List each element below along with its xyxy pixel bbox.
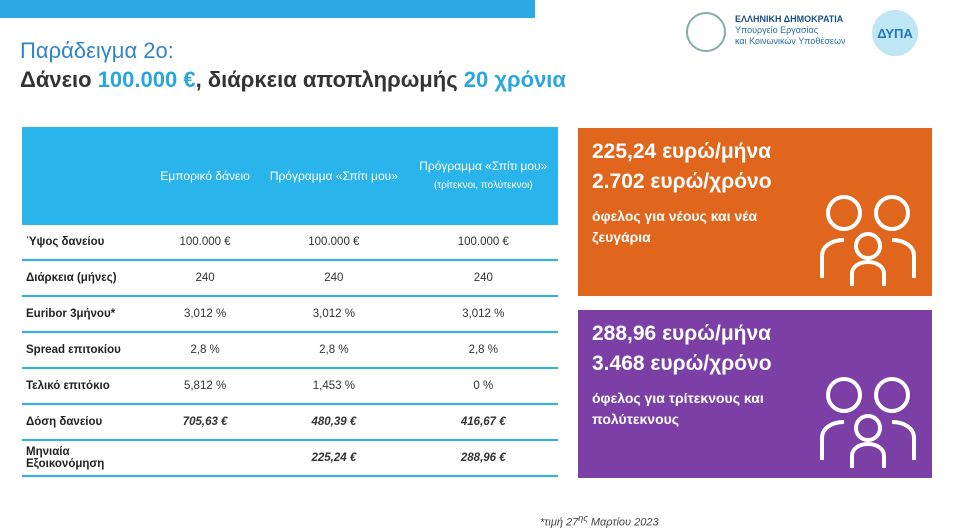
row-label: Spread επιτοκίου [22, 332, 151, 369]
family-icon [820, 377, 916, 468]
emblem [686, 12, 726, 52]
ministry-logo: ΕΛΛΗΝΙΚΗ ΔΗΜΟΚΡΑΤΙΑ Υπουργείο Εργασίας κ… [735, 14, 845, 47]
subtitle: Δάνειο 100.000 €, διάρκεια αποπληρωμής 2… [20, 67, 566, 93]
cell: 2,8 % [259, 332, 409, 369]
loan-table: Εμπορικό δάνειο Πρόγραμμα «Σπίτι μου» Πρόγ… [22, 127, 558, 477]
cell: 100.000 € [408, 225, 558, 261]
column-header: Πρόγραμμα «Σπίτι μου» [259, 127, 409, 225]
box-benefit: όφελος για νέους και νέα ζευγάρια [592, 208, 758, 245]
row-label: Δόση δανείου [22, 404, 151, 441]
footnote-text: Μαρτίου 2023 [587, 516, 659, 529]
column-title: Εμπορικό δάνειο [160, 169, 250, 183]
cell: 288,96 € [408, 440, 558, 477]
column-title: Πρόγραμμα «Σπίτι μου» [419, 159, 548, 173]
footnote-text: *τιμή 27 [540, 516, 579, 529]
row: Euribor 3μήνου* 3,012 % 3,012 % 3,012 % [22, 296, 558, 333]
row-label: Euribor 3μήνου* [22, 296, 151, 333]
family-icon [820, 195, 916, 286]
cell: 705,63 € [151, 404, 260, 441]
column-header: Εμπορικό δάνειο [151, 127, 260, 225]
row: Ύψος δανείου 100.000 €100.000 €100.000 € [22, 225, 558, 261]
box-monthly: 288,96 ευρώ/μήνα [592, 322, 772, 345]
cell: 2,8 % [408, 332, 558, 369]
footnote-sup: ης [578, 513, 588, 523]
cell: 3,012 % [151, 296, 260, 333]
agency-logo: ΔΥΠΑ [872, 10, 918, 56]
cell: 3,012 % [408, 296, 558, 333]
subtitle-part: , διάρκεια αποπληρωμής [195, 67, 464, 92]
cell: 480,39 € [259, 404, 409, 441]
row: Διάρκεια (μήνες) 240 240 240 [22, 260, 558, 297]
row-label: Τελικό επιτόκιο [22, 368, 151, 405]
cell: 416,67 € [408, 404, 558, 441]
country: ΕΛΛΗΝΙΚΗ ΔΗΜΟΚΡΑΤΙΑ [735, 14, 844, 24]
cell: 100.000 € [259, 225, 409, 261]
cell: 240 [408, 260, 558, 297]
box-yearly: 3.468 ευρώ/χρόνο [592, 352, 772, 375]
subtitle-part: Δάνειο [20, 67, 98, 92]
row: Μηνιαία Εξοικονόμηση 225,24 €288,96 € [22, 440, 558, 477]
box-monthly: 225,24 ευρώ/μήνα [592, 140, 772, 163]
subtitle-part: 20 χρόνια [463, 67, 566, 92]
box-benefit: όφελος για τρίτεκνους και πολύτεκνους [592, 390, 764, 427]
cell: 240 [151, 260, 260, 297]
column-note: (τρίτεκνοι, πολύτεκνοι) [433, 180, 533, 191]
cell: 2,8 % [151, 332, 260, 369]
row-label: Ύψος δανείου [22, 225, 151, 261]
row-label: Μηνιαία Εξοικονόμηση [22, 440, 151, 477]
row: Τελικό επιτόκιο 5,812 % 1,453 % 0 % [22, 368, 558, 405]
title: Παράδειγμα 2ο: [20, 38, 174, 63]
cell: 0 % [408, 368, 558, 405]
benefit-box: 225,24 ευρώ/μήνα 2.702 ευρώ/χρόνο όφελος γ… [578, 128, 932, 296]
ministry: Υπουργείο Εργασίας [735, 25, 819, 35]
top-strip [0, 0, 535, 18]
cell: 225,24 € [259, 440, 409, 477]
ministry: και Κοινωνικών Υποθέσεων [735, 36, 846, 46]
cell: 1,453 % [259, 368, 409, 405]
benefit-box: 288,96 ευρώ/μήνα 3.468 ευρώ/χρόνο όφελος γ… [578, 310, 932, 478]
row-label: Διάρκεια (μήνες) [22, 260, 151, 297]
row: Δόση δανείου 705,63 €480,39 €416,67 € [22, 404, 558, 441]
column-header: Πρόγραμμα «Σπίτι μου» (τρίτεκνοι, πολύτεκ… [408, 127, 558, 225]
cell: 240 [259, 260, 409, 297]
cell: 5,812 % [151, 368, 260, 405]
header-row: Εμπορικό δάνειο Πρόγραμμα «Σπίτι μου» Πρόγ… [22, 127, 558, 225]
box-yearly: 2.702 ευρώ/χρόνο [592, 170, 772, 193]
corner [22, 127, 151, 225]
footnote: *τιμή 27ης Μαρτίου 2023 [540, 513, 659, 529]
subtitle-part: 100.000 € [97, 67, 196, 92]
row: Spread επιτοκίου 2,8 % 2,8 % 2,8 % [22, 332, 558, 369]
cell: 100.000 € [151, 225, 260, 261]
column-title: Πρόγραμμα «Σπίτι μου» [269, 169, 398, 183]
cell: 3,012 % [259, 296, 409, 333]
cell [151, 440, 260, 477]
